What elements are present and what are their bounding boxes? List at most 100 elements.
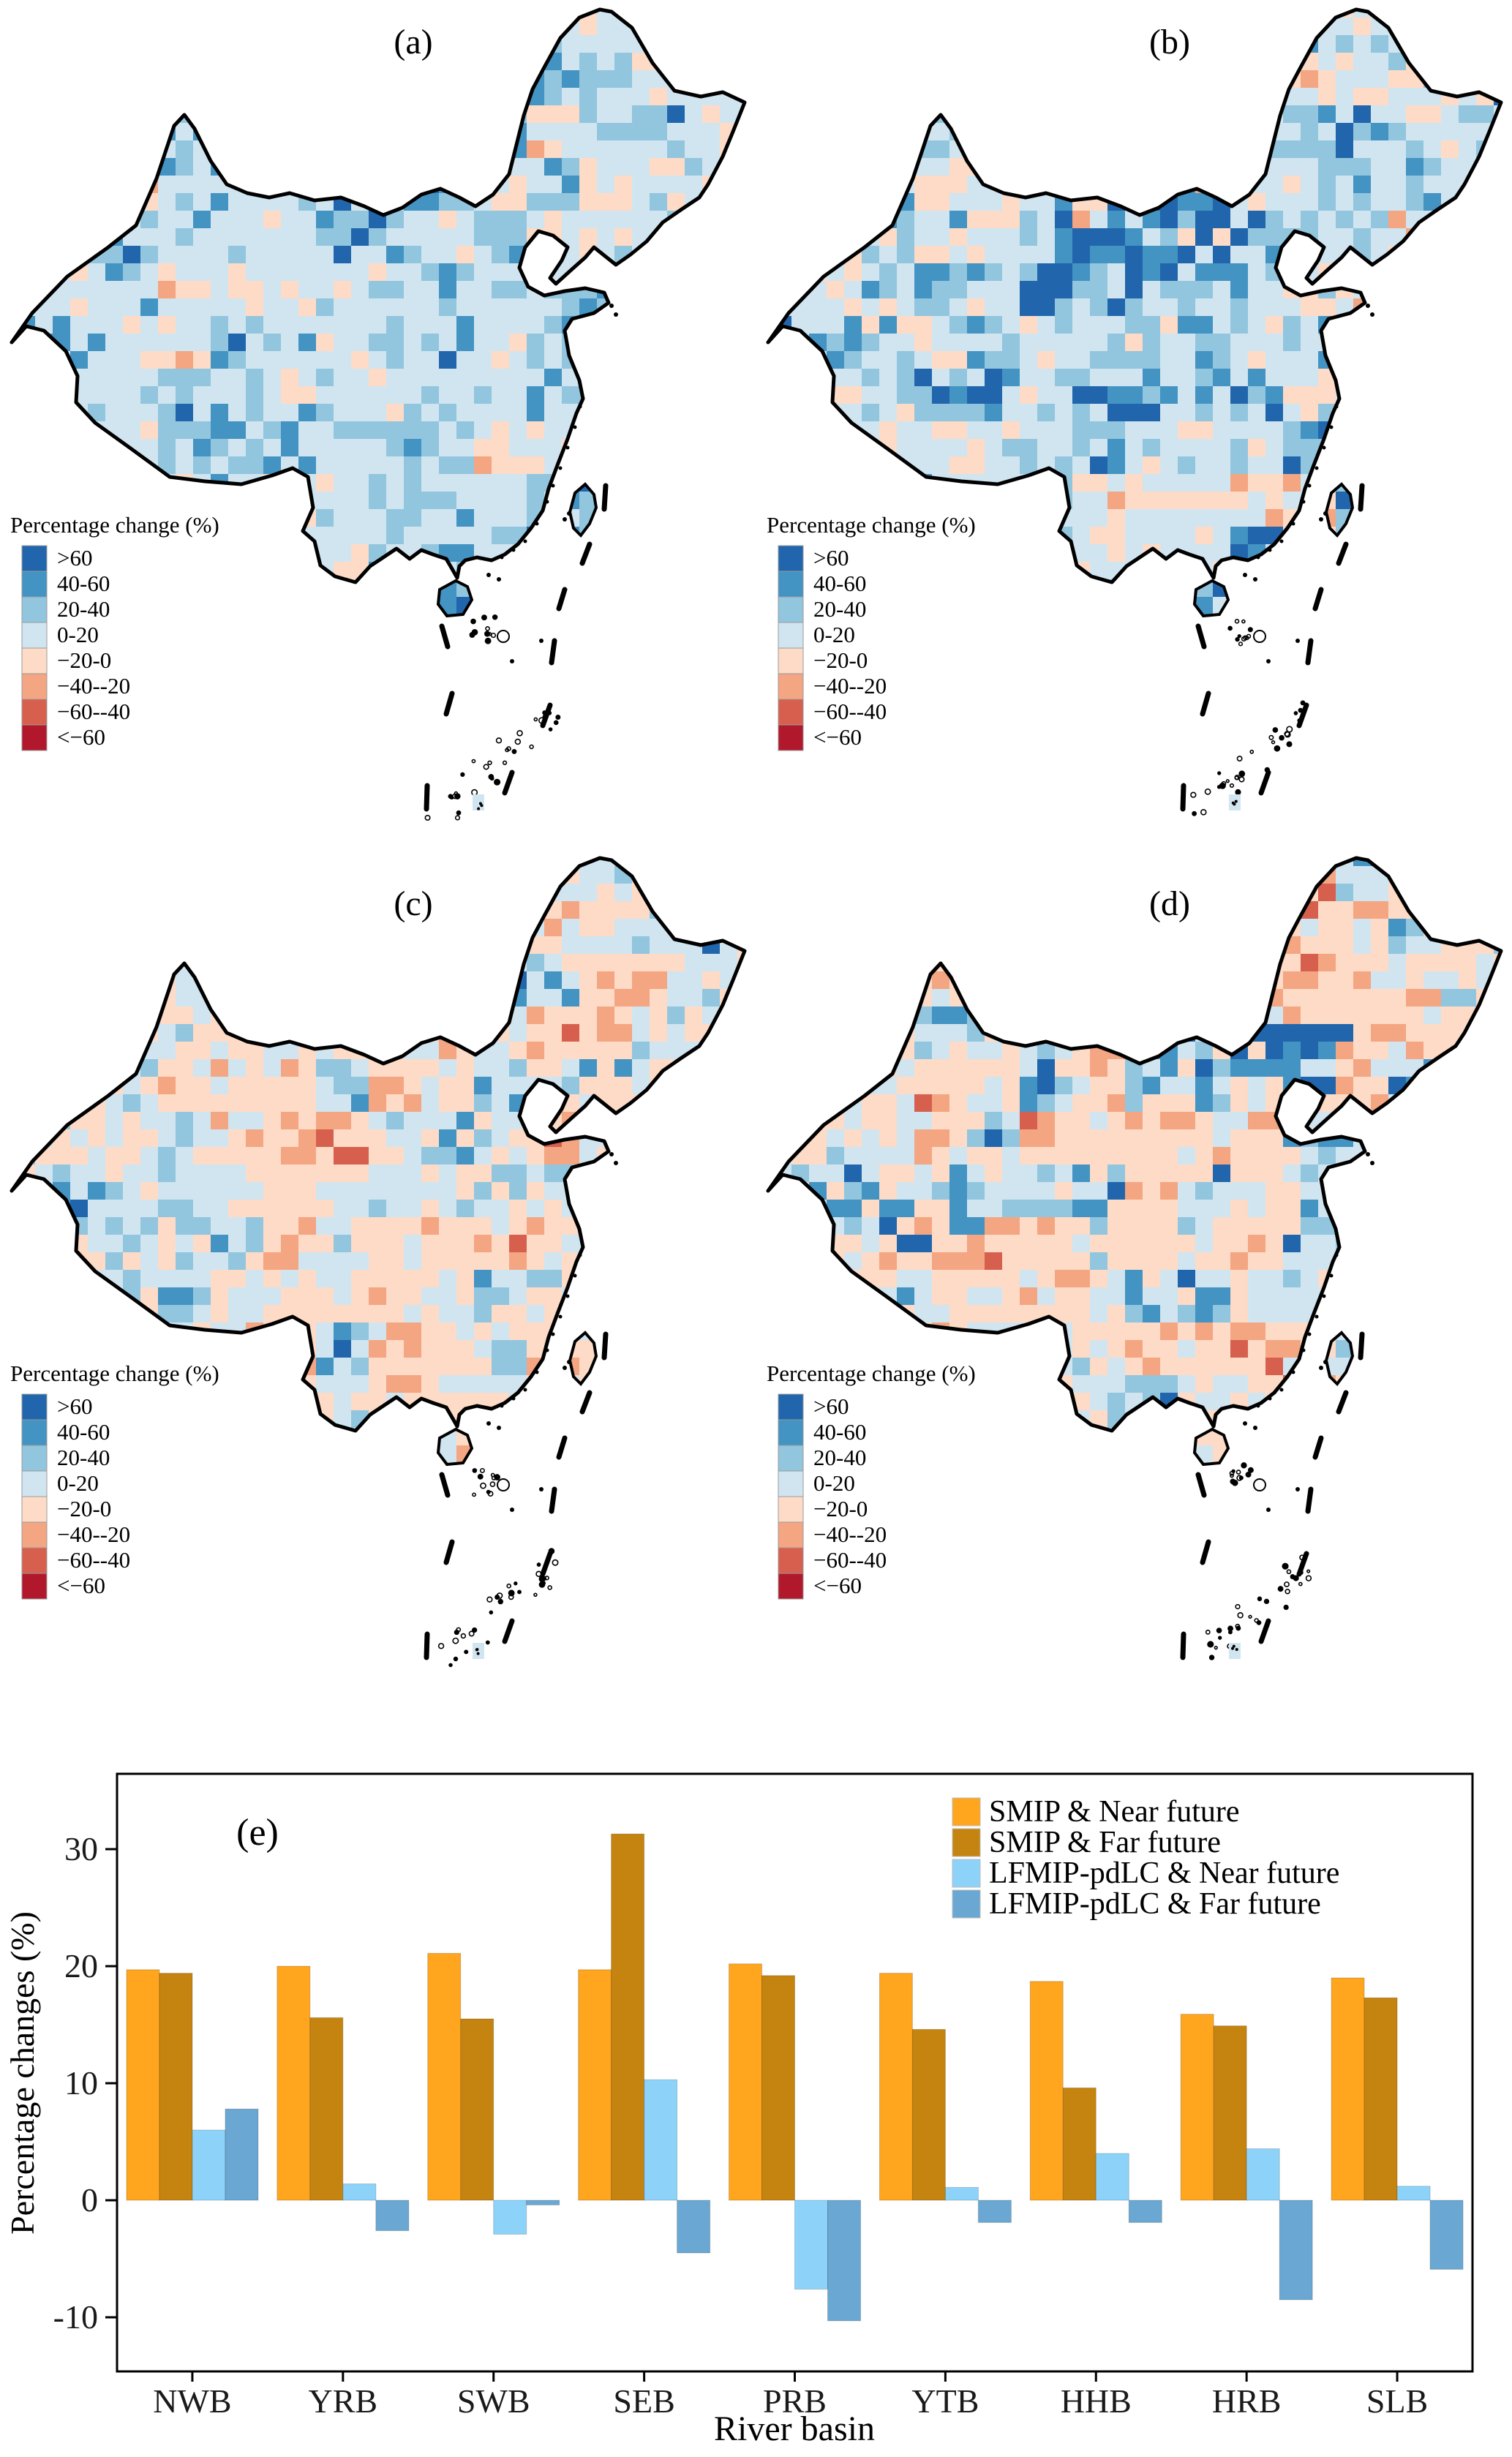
map-grid-cell bbox=[1020, 176, 1037, 193]
map-grid-cell bbox=[1301, 10, 1318, 18]
map-grid-cell bbox=[1265, 632, 1283, 650]
map-grid-cell bbox=[702, 456, 720, 474]
island-dot bbox=[1219, 782, 1226, 789]
map-grid-cell bbox=[1160, 509, 1178, 527]
map-grid-cell bbox=[456, 1252, 474, 1270]
map-grid-cell bbox=[1195, 35, 1213, 53]
map-grid-cell bbox=[1020, 316, 1037, 334]
map-grid-cell bbox=[897, 421, 914, 439]
map-grid-cell bbox=[474, 211, 492, 228]
map-grid-cell bbox=[369, 1006, 386, 1024]
map-grid-cell bbox=[140, 597, 158, 614]
map-grid-cell bbox=[105, 70, 123, 88]
map-grid-cell bbox=[369, 1287, 386, 1305]
map-grid-cell bbox=[1213, 281, 1230, 298]
map-grid-cell bbox=[1476, 263, 1494, 281]
map-grid-cell bbox=[298, 1006, 316, 1024]
map-grid-cell bbox=[1283, 439, 1301, 456]
map-grid-cell bbox=[1406, 351, 1423, 369]
map-grid-cell bbox=[932, 228, 949, 246]
map-grid-cell bbox=[1406, 10, 1423, 18]
map-grid-cell bbox=[509, 228, 527, 246]
map-grid-cell bbox=[281, 492, 298, 509]
map-grid-cell bbox=[737, 971, 745, 989]
map-grid-cell bbox=[509, 562, 527, 579]
map-grid-cell bbox=[88, 1322, 105, 1340]
map-grid-cell bbox=[193, 884, 211, 901]
map-grid-cell bbox=[35, 901, 53, 919]
map-grid-cell bbox=[176, 1042, 193, 1059]
map-grid-cell bbox=[527, 1112, 544, 1129]
map-grid-cell bbox=[228, 1410, 246, 1428]
map-grid-cell bbox=[737, 1358, 745, 1375]
map-grid-cell bbox=[246, 1428, 263, 1445]
map-grid-cell bbox=[456, 1112, 474, 1129]
map-grid-cell bbox=[1423, 544, 1441, 562]
map-grid-cell bbox=[176, 176, 193, 193]
map-grid-cell bbox=[544, 1024, 562, 1042]
map-grid-cell bbox=[176, 35, 193, 53]
map-grid-cell bbox=[914, 439, 932, 456]
map-grid-cell bbox=[1371, 509, 1388, 527]
map-grid-cell bbox=[1072, 53, 1090, 70]
island-dot bbox=[480, 804, 484, 808]
coast-islet-dot bbox=[1256, 555, 1260, 560]
map-grid-cell bbox=[176, 492, 193, 509]
map-grid-cell bbox=[1353, 404, 1371, 421]
map-grid-cell bbox=[544, 1200, 562, 1217]
map-grid-cell bbox=[879, 35, 897, 53]
map-grid-cell bbox=[597, 1480, 614, 1498]
map-grid-cell bbox=[1265, 298, 1283, 316]
map-grid-cell bbox=[1195, 10, 1213, 18]
map-grid-cell bbox=[123, 1235, 140, 1252]
map-grid-cell bbox=[1037, 53, 1055, 70]
map-grid-cell bbox=[1248, 527, 1265, 544]
map-grid-cell bbox=[667, 298, 685, 316]
map-grid-cell bbox=[614, 1217, 632, 1235]
map-grid-cell bbox=[579, 614, 597, 616]
map-grid-cell bbox=[246, 527, 263, 544]
map-grid-cell bbox=[421, 10, 439, 18]
map-grid-cell bbox=[1020, 140, 1037, 158]
map-grid-cell bbox=[246, 1340, 263, 1358]
map-grid-cell bbox=[914, 18, 932, 35]
map-grid-cell bbox=[421, 1252, 439, 1270]
nine-dash-line-segment bbox=[439, 623, 451, 650]
map-grid-cell bbox=[1213, 105, 1230, 123]
map-grid-cell bbox=[562, 211, 579, 228]
map-grid-cell bbox=[316, 1042, 334, 1059]
map-grid-cell bbox=[1020, 123, 1037, 140]
map-grid-cell bbox=[53, 1077, 70, 1094]
map-grid-cell bbox=[421, 316, 439, 334]
map-grid-cell bbox=[316, 1287, 334, 1305]
map-grid-cell bbox=[35, 1235, 53, 1252]
map-grid-cell bbox=[474, 1340, 492, 1358]
map-grid-cell bbox=[509, 1129, 527, 1147]
map-grid-cell bbox=[897, 53, 914, 70]
map-grid-cell bbox=[702, 316, 720, 334]
map-grid-cell bbox=[158, 632, 176, 650]
map-grid-cell bbox=[1090, 88, 1107, 105]
map-grid-cell bbox=[844, 298, 862, 316]
map-grid-cell bbox=[702, 1200, 720, 1217]
map-grid-cell bbox=[667, 1445, 685, 1463]
map-grid-cell bbox=[298, 1200, 316, 1217]
map-grid-cell bbox=[1476, 18, 1494, 35]
map-grid-cell bbox=[1494, 123, 1501, 140]
map-grid-cell bbox=[1388, 386, 1406, 404]
map-grid-cell bbox=[1230, 421, 1248, 439]
map-grid-cell bbox=[844, 176, 862, 193]
map-grid-cell bbox=[386, 919, 404, 936]
map-grid-cell bbox=[369, 369, 386, 386]
map-grid-cell bbox=[386, 614, 404, 616]
map-grid-cell bbox=[1494, 298, 1501, 316]
map-grid-cell bbox=[351, 1375, 369, 1393]
map-grid-cell bbox=[879, 544, 897, 562]
map-grid-cell bbox=[1388, 140, 1406, 158]
map-grid-cell bbox=[281, 369, 298, 386]
map-grid-cell bbox=[720, 1164, 737, 1182]
map-grid-cell bbox=[509, 1463, 527, 1464]
map-grid-cell bbox=[246, 954, 263, 971]
map-grid-cell bbox=[597, 901, 614, 919]
map-grid-cell bbox=[105, 123, 123, 140]
